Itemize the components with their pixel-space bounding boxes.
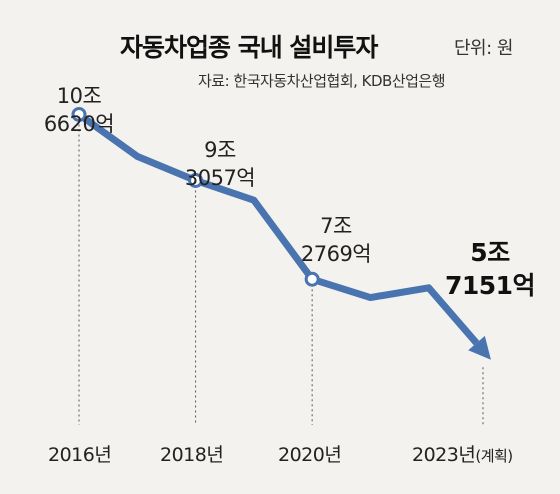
value-label-2023-line2: 7151억 (444, 271, 536, 300)
point-marker-2018 (188, 172, 204, 188)
x-tick-2020-text: 2020년 (278, 444, 342, 466)
point-marker-2016 (71, 106, 87, 122)
value-label-2018-line2: 3057억 (184, 166, 256, 190)
x-tick-2016: 2016년 (48, 440, 112, 467)
series-path (76, 111, 480, 346)
guide-lines (78, 114, 484, 425)
value-label-2016-line1: 10조 (56, 84, 102, 108)
value-label-2018-line1: 9조 (204, 138, 236, 162)
value-label-2016-line2: 6620억 (43, 112, 115, 136)
point-markers (71, 106, 320, 287)
x-tick-2016-text: 2016년 (48, 444, 112, 466)
value-label-2023: 5조 7151억 (440, 236, 540, 302)
value-label-2020-line2: 2769억 (300, 242, 372, 266)
x-tick-2023-suffix: (계획) (475, 447, 513, 465)
arrow-head (468, 335, 491, 360)
x-tick-2023-text: 2023년 (412, 444, 476, 466)
value-label-2020-line1: 7조 (320, 214, 352, 238)
series-line (76, 111, 491, 360)
value-label-2016: 10조 6620억 (42, 82, 116, 138)
chart-title: 자동차업종 국내 설비투자 (120, 33, 378, 62)
point-marker-2020 (304, 271, 320, 287)
value-label-2018: 9조 3057억 (180, 136, 260, 192)
x-tick-2018-text: 2018년 (160, 444, 224, 466)
x-tick-2018: 2018년 (160, 440, 224, 467)
x-tick-2023: 2023년(계획) (412, 440, 513, 467)
value-label-2020: 7조 2769억 (296, 212, 376, 268)
x-tick-2020: 2020년 (278, 440, 342, 467)
source-label: 자료: 한국자동차산업협회, KDB산업은행 (198, 72, 446, 90)
value-label-2023-line1: 5조 (470, 238, 510, 267)
unit-label: 단위: 원 (454, 38, 513, 59)
